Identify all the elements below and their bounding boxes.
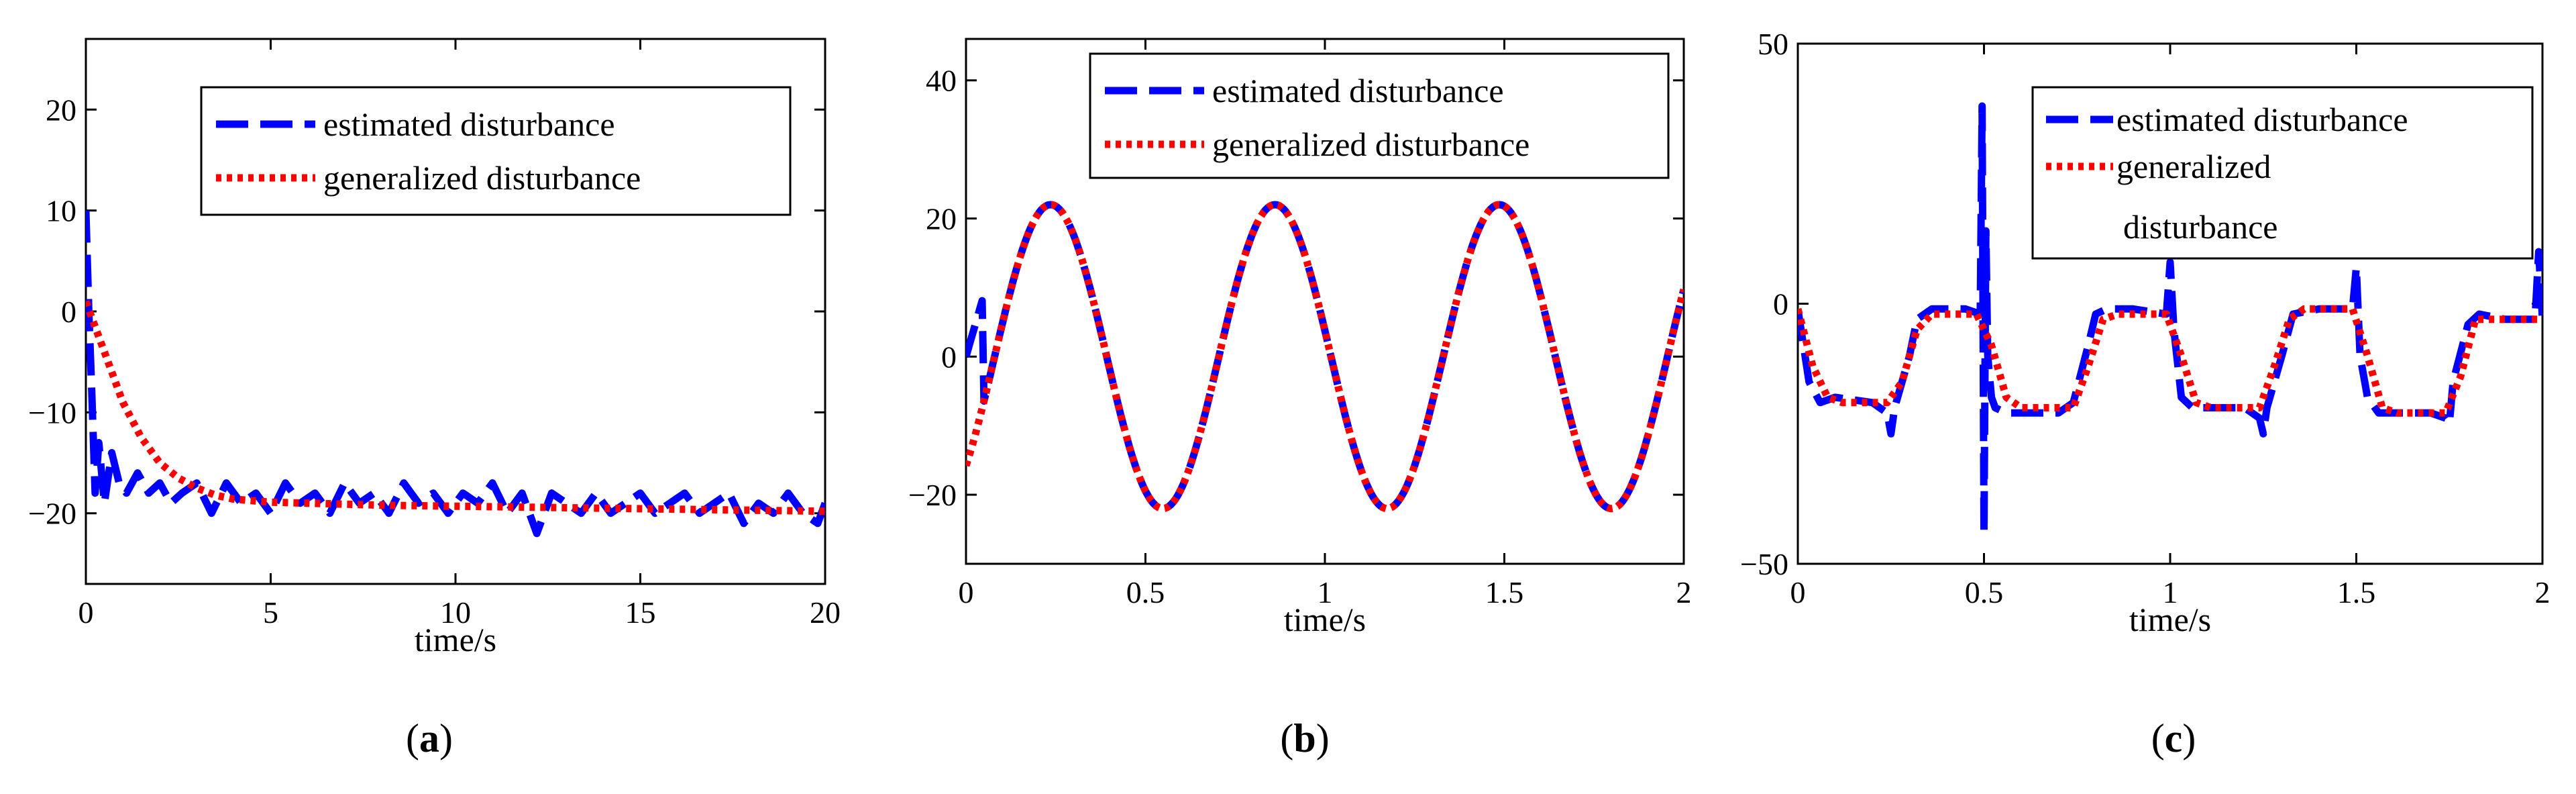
y-tick-label: −50 [1740, 547, 1788, 581]
legend: estimated disturbance generalized disturb… [1089, 52, 1670, 179]
x-tick-label: 20 [810, 595, 841, 630]
legend-label: generalized disturbance [1212, 126, 1529, 163]
legend-label: disturbance [2123, 208, 2277, 246]
legend-box [2031, 86, 2534, 260]
series-group [86, 210, 825, 538]
x-tick-label: 10 [440, 595, 471, 630]
chart-panel-a: 0 5 10 15 20 −20 −10 0 10 20 time/s estimated distu… [28, 38, 841, 760]
legend-label: generalized disturbance [323, 159, 641, 197]
y-tick-label: 20 [926, 202, 957, 236]
y-tick-label: −10 [28, 395, 76, 430]
x-axis-label: time/s [2129, 601, 2211, 638]
x-tick-label: 15 [625, 595, 656, 630]
x-tick-label: 0 [959, 575, 974, 609]
x-tick-label: 1 [2163, 575, 2178, 609]
x-tick-label: 1 [1318, 575, 1333, 609]
series-line-generalized [86, 300, 825, 515]
y-tick-label: 0 [1773, 287, 1788, 321]
y-tick-label: −20 [28, 497, 76, 531]
legend-label: estimated disturbance [323, 105, 615, 143]
x-axis-label: time/s [1284, 601, 1366, 638]
x-tick-label: 2 [2535, 575, 2551, 609]
x-tick-label: 5 [263, 595, 278, 630]
y-tick-label: 50 [1758, 27, 1788, 61]
x-tick-label: 1.5 [1485, 575, 1524, 609]
x-tick-label: 0 [1790, 575, 1806, 609]
series-group [966, 201, 1684, 513]
legend-box [200, 86, 792, 216]
legend: estimated disturbance generalized disturba… [2031, 86, 2534, 260]
y-tick-label: 40 [926, 64, 957, 98]
panel-caption: (c) [2151, 716, 2196, 760]
y-tick-label: −20 [908, 478, 957, 512]
x-tick-label: 0.5 [1965, 575, 2004, 609]
series-group [1798, 102, 2542, 536]
legend: estimated disturbance generalized disturb… [200, 86, 792, 216]
x-axis-label: time/s [415, 621, 496, 658]
legend-label: generalized [2116, 148, 2271, 185]
y-tick-label: 0 [941, 340, 957, 374]
y-tick-label: 10 [46, 194, 76, 228]
panel-caption: (a) [406, 716, 453, 760]
legend-label: estimated disturbance [1212, 72, 1504, 109]
series-line-estimated [966, 201, 1684, 513]
series-line-estimated [1798, 102, 2542, 536]
chart-panel-b: 0 0.5 1 1.5 2 −20 0 20 40 time/s estimated disturb… [908, 38, 1692, 760]
x-tick-label: 1.5 [2337, 575, 2376, 609]
series-line-generalized [1798, 305, 2542, 417]
x-tick-label: 0.5 [1126, 575, 1165, 609]
x-tick-label: 2 [1676, 575, 1692, 609]
panel-caption: (b) [1280, 716, 1329, 760]
y-tick-label: 0 [61, 295, 76, 329]
x-tick-label: 0 [78, 595, 94, 630]
series-line-generalized [966, 201, 1684, 513]
legend-label: estimated disturbance [2116, 101, 2408, 138]
y-tick-label: 20 [46, 93, 76, 127]
legend-box [1089, 52, 1670, 179]
series-line-estimated [86, 210, 825, 538]
